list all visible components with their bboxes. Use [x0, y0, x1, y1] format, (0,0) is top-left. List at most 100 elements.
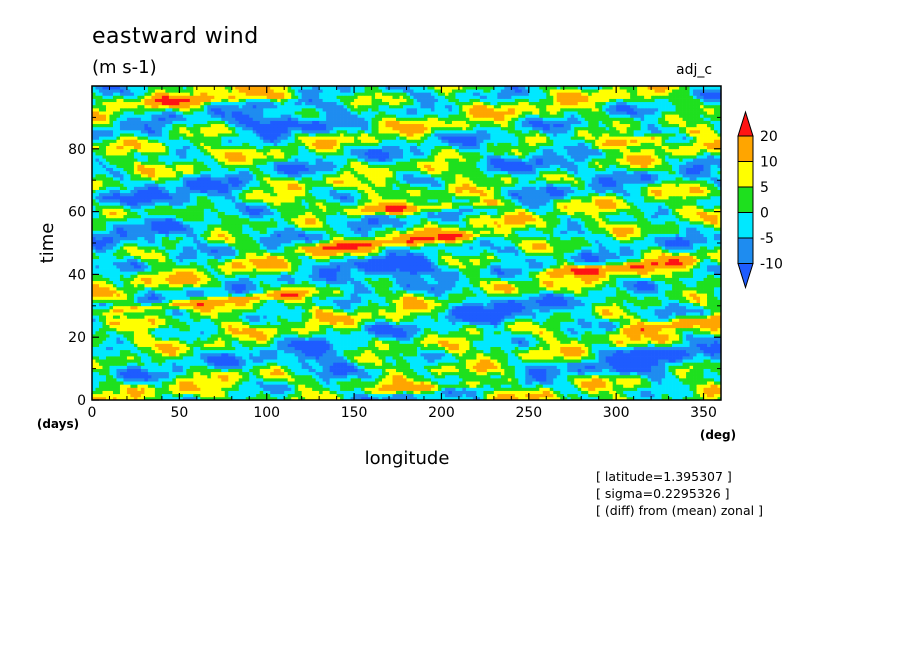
heatmap-cell: [532, 390, 537, 395]
heatmap-cell: [92, 396, 96, 401]
heatmap-cell: [126, 384, 131, 388]
heatmap-cell: [528, 387, 533, 391]
heatmap-cell: [144, 352, 149, 357]
heatmap-cell: [109, 337, 114, 341]
heatmap-cell: [605, 387, 610, 391]
heatmap-cell: [612, 318, 617, 322]
heatmap-cell: [444, 359, 449, 363]
heatmap-cell: [382, 315, 386, 319]
heatmap-cell: [549, 324, 554, 329]
heatmap-cell: [682, 334, 687, 338]
heatmap-cell: [252, 349, 257, 354]
heatmap-cell: [458, 324, 463, 329]
heatmap-cell: [284, 371, 289, 376]
heatmap-cell: [633, 330, 638, 335]
heatmap-cell: [137, 374, 142, 379]
heatmap-cell: [378, 359, 383, 363]
heatmap-cell: [637, 330, 641, 335]
heatmap-cell: [396, 321, 400, 325]
heatmap-cell: [277, 362, 282, 366]
heatmap-cell: [130, 352, 135, 357]
heatmap-cell: [126, 312, 131, 316]
heatmap-cell: [158, 343, 163, 347]
heatmap-cell: [403, 390, 407, 395]
heatmap-cell: [409, 387, 414, 391]
heatmap-cell: [539, 368, 544, 373]
heatmap-cell: [696, 393, 701, 398]
heatmap-cell: [168, 356, 173, 360]
heatmap-cell: [682, 340, 687, 344]
heatmap-cell: [378, 312, 383, 316]
heatmap-cell: [186, 396, 191, 401]
heatmap-cell: [525, 359, 530, 363]
heatmap-cell: [714, 337, 718, 341]
heatmap-cell: [98, 337, 103, 341]
heatmap-cell: [371, 384, 376, 388]
heatmap-cell: [172, 381, 177, 385]
heatmap-cell: [354, 327, 358, 332]
heatmap-cell: [469, 356, 474, 360]
heatmap-cell: [182, 384, 187, 388]
heatmap-cell: [556, 337, 561, 341]
heatmap-cell: [179, 371, 184, 376]
heatmap-cell: [102, 340, 107, 344]
heatmap-cell: [210, 362, 215, 366]
heatmap-cell: [354, 390, 358, 395]
heatmap-cell: [581, 346, 586, 351]
heatmap-cell: [493, 393, 498, 398]
heatmap-cell: [686, 327, 690, 332]
heatmap-cell: [266, 324, 271, 329]
heatmap-cell: [413, 337, 418, 341]
heatmap-cell: [560, 337, 565, 341]
heatmap-cell: [567, 327, 572, 332]
heatmap-cell: [354, 349, 358, 354]
heatmap-cell: [158, 390, 163, 395]
heatmap-cell: [430, 387, 435, 391]
heatmap-cell: [305, 356, 309, 360]
heatmap-cell: [444, 340, 449, 344]
heatmap-cell: [336, 330, 341, 335]
heatmap-cell: [679, 371, 683, 376]
heatmap-cell: [703, 390, 708, 395]
heatmap-cell: [455, 346, 460, 351]
heatmap-cell: [700, 327, 704, 332]
heatmap-cell: [347, 312, 351, 316]
heatmap-cell: [158, 362, 163, 366]
heatmap-cell: [448, 315, 453, 319]
heatmap-cell: [651, 330, 655, 335]
heatmap-cell: [563, 321, 568, 325]
heatmap-cell: [542, 362, 547, 366]
heatmap-cell: [514, 349, 519, 354]
heatmap-cell: [651, 368, 655, 373]
heatmap-cell: [385, 387, 390, 391]
heatmap-cell: [626, 368, 631, 373]
heatmap-cell: [130, 396, 135, 401]
heatmap-cell: [514, 352, 519, 357]
heatmap-cell: [322, 349, 327, 354]
heatmap-cell: [409, 356, 414, 360]
heatmap-cell: [500, 384, 505, 388]
heatmap-cell: [305, 384, 309, 388]
heatmap-cell: [416, 318, 421, 322]
heatmap-cell: [521, 371, 526, 376]
heatmap-cell: [378, 362, 383, 366]
heatmap-cell: [242, 368, 247, 373]
heatmap-cell: [123, 374, 128, 379]
heatmap-cell: [637, 371, 641, 376]
heatmap-cell: [102, 393, 107, 398]
heatmap-cell: [326, 359, 330, 363]
heatmap-cell: [490, 340, 495, 344]
heatmap-cell: [245, 349, 250, 354]
heatmap-cell: [430, 318, 435, 322]
heatmap-cell: [535, 365, 540, 369]
heatmap-cell: [465, 362, 470, 366]
heatmap-cell: [630, 340, 634, 344]
heatmap-cell: [403, 340, 407, 344]
heatmap-cell: [165, 315, 170, 319]
heatmap-cell: [682, 378, 687, 382]
heatmap-cell: [535, 359, 540, 363]
heatmap-cell: [602, 343, 607, 347]
heatmap-cell: [584, 396, 589, 401]
heatmap-cell: [95, 365, 100, 369]
heatmap-cell: [231, 393, 236, 398]
